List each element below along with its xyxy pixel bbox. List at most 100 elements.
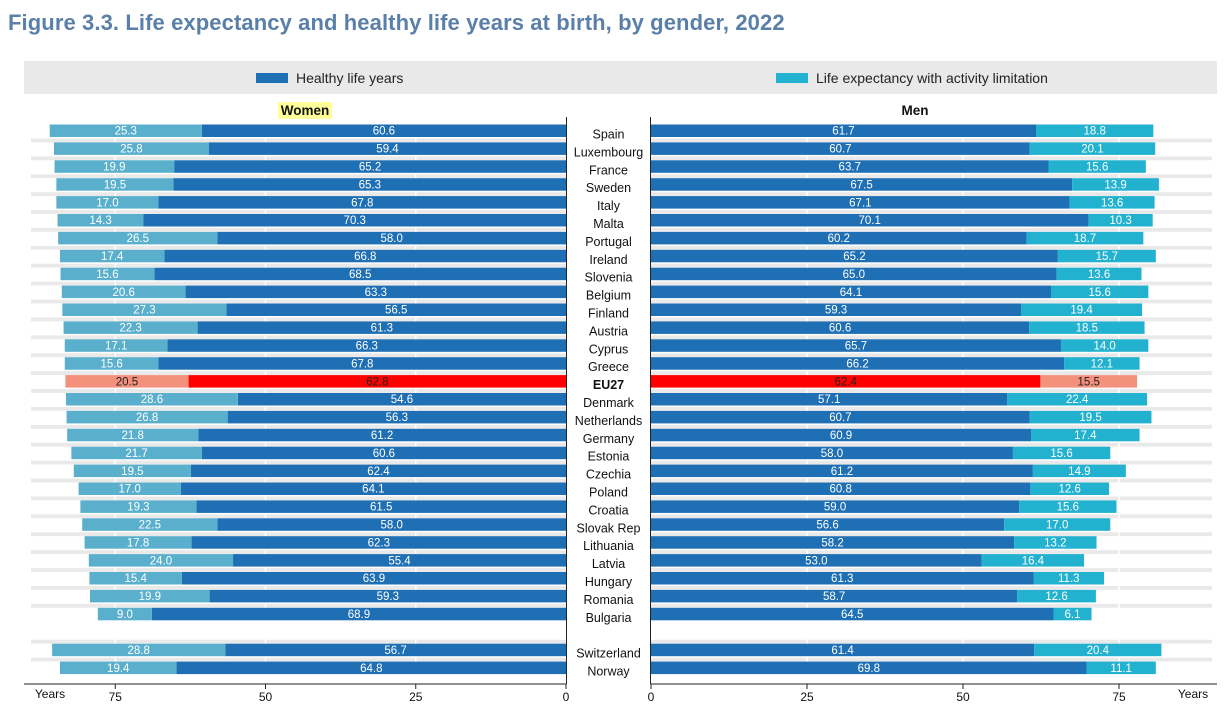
bar-men-healthy — [651, 267, 1057, 281]
label-men-limitation: 11.3 — [1058, 573, 1080, 585]
country-label: Sweden — [586, 181, 631, 195]
label-women-healthy: 56.3 — [386, 412, 408, 424]
bar-men-limitation — [1014, 536, 1097, 549]
label-women-limitation: 25.3 — [115, 126, 137, 138]
bar-men-healthy — [651, 339, 1061, 352]
bar-women-limitation — [59, 661, 177, 675]
bar-women-healthy — [225, 643, 566, 657]
grid-band — [31, 639, 566, 644]
label-women-healthy: 61.2 — [371, 430, 393, 442]
country-label: Netherlands — [575, 414, 642, 428]
label-women-healthy: 62.3 — [368, 537, 390, 549]
label-women-healthy: 68.9 — [348, 609, 370, 621]
bar-men-healthy — [651, 643, 1035, 657]
label-men-limitation: 20.1 — [1081, 144, 1103, 156]
label-men-limitation: 15.6 — [1057, 502, 1079, 514]
country-label: Spain — [593, 128, 625, 142]
bar-men-limitation — [1026, 231, 1144, 245]
bar-men-limitation — [1069, 196, 1155, 209]
bar-men-limitation — [1029, 142, 1156, 155]
label-women-limitation: 26.5 — [127, 233, 149, 245]
bar-men-limitation — [1031, 428, 1140, 442]
country-label: Lithuania — [583, 539, 634, 553]
label-men-healthy: 65.0 — [843, 269, 865, 281]
grid-band — [31, 407, 566, 411]
country-label: Estonia — [588, 450, 630, 464]
label-men-healthy: 61.2 — [831, 466, 853, 478]
bar-women-limitation — [97, 607, 152, 621]
grid-band — [31, 568, 566, 572]
bar-men-limitation — [1017, 589, 1096, 603]
bar-men-healthy — [651, 231, 1027, 245]
label-women-limitation: 15.4 — [124, 573, 147, 585]
label-women-limitation: 9.0 — [117, 609, 133, 621]
label-women-healthy: 65.2 — [359, 162, 381, 174]
grid-band — [651, 245, 1212, 250]
grid-band — [651, 353, 1212, 358]
bar-women-limitation — [58, 231, 218, 245]
grid-band — [31, 317, 566, 322]
label-women-healthy: 64.1 — [362, 484, 384, 496]
grid-band — [651, 299, 1212, 304]
label-men-limitation: 17.4 — [1074, 430, 1097, 442]
bar-women-healthy — [209, 589, 566, 603]
bar-women-healthy — [174, 160, 566, 173]
grid-band — [31, 657, 566, 662]
label-women-healthy: 61.5 — [370, 502, 392, 514]
country-label: Norway — [587, 665, 630, 679]
bar-women-healthy — [209, 142, 567, 155]
legend-label-limitation: Life expectancy with activity limitation — [816, 70, 1048, 86]
grid-band — [651, 156, 1212, 161]
label-men-healthy: 58.7 — [823, 591, 845, 603]
bar-women-limitation — [90, 589, 210, 603]
label-men-limitation: 12.6 — [1059, 484, 1081, 496]
grid-band — [31, 263, 566, 268]
grid-band — [651, 407, 1212, 411]
grid-band — [651, 263, 1212, 268]
bar-women-limitation — [80, 500, 197, 513]
label-men-limitation: 16.4 — [1022, 555, 1045, 567]
bar-men-limitation — [1053, 607, 1092, 621]
label-women-limitation: 28.8 — [127, 645, 149, 657]
bar-women-healthy — [164, 249, 567, 263]
bar-women-limitation — [84, 536, 192, 549]
grid-band — [651, 210, 1212, 214]
label-men-healthy: 64.1 — [840, 287, 862, 299]
label-women-limitation: 17.0 — [118, 484, 140, 496]
bar-men-limitation — [1004, 518, 1111, 531]
country-label: Germany — [583, 432, 635, 446]
tick-label-women: 50 — [259, 690, 273, 704]
label-men-healthy: 65.7 — [845, 341, 867, 353]
label-women-limitation: 21.7 — [125, 448, 147, 460]
panel-title-women: Women — [281, 103, 330, 118]
bar-men-healthy — [651, 446, 1013, 460]
bar-women-limitation — [56, 178, 174, 191]
grid-band — [31, 138, 566, 143]
grid-band — [651, 496, 1212, 501]
grid-band — [31, 389, 566, 393]
country-label: Portugal — [585, 235, 632, 249]
bar-men-healthy — [651, 285, 1051, 299]
label-women-limitation: 15.6 — [96, 269, 118, 281]
label-men-healthy: 60.8 — [830, 484, 852, 496]
label-women-healthy: 59.3 — [377, 591, 399, 603]
label-women-limitation: 17.8 — [127, 537, 149, 549]
bar-men-healthy — [651, 661, 1087, 675]
label-women-limitation: 21.8 — [121, 430, 143, 442]
bar-men-healthy — [651, 607, 1054, 621]
label-men-healthy: 60.9 — [830, 430, 852, 442]
country-label: Slovenia — [585, 271, 633, 285]
bar-men-healthy — [651, 321, 1030, 334]
label-women-healthy: 64.8 — [360, 663, 382, 675]
bar-women-limitation — [71, 446, 202, 460]
bar-women-limitation — [78, 482, 181, 495]
grid-band — [651, 317, 1212, 322]
bar-men-healthy — [651, 178, 1073, 191]
bar-women-limitation — [62, 303, 227, 316]
country-label: Romania — [583, 593, 633, 607]
country-label: Czechia — [586, 468, 631, 482]
country-label: Slovak Rep — [577, 521, 641, 535]
label-men-healthy: 59.0 — [824, 502, 846, 514]
bar-women-healthy — [167, 339, 567, 352]
